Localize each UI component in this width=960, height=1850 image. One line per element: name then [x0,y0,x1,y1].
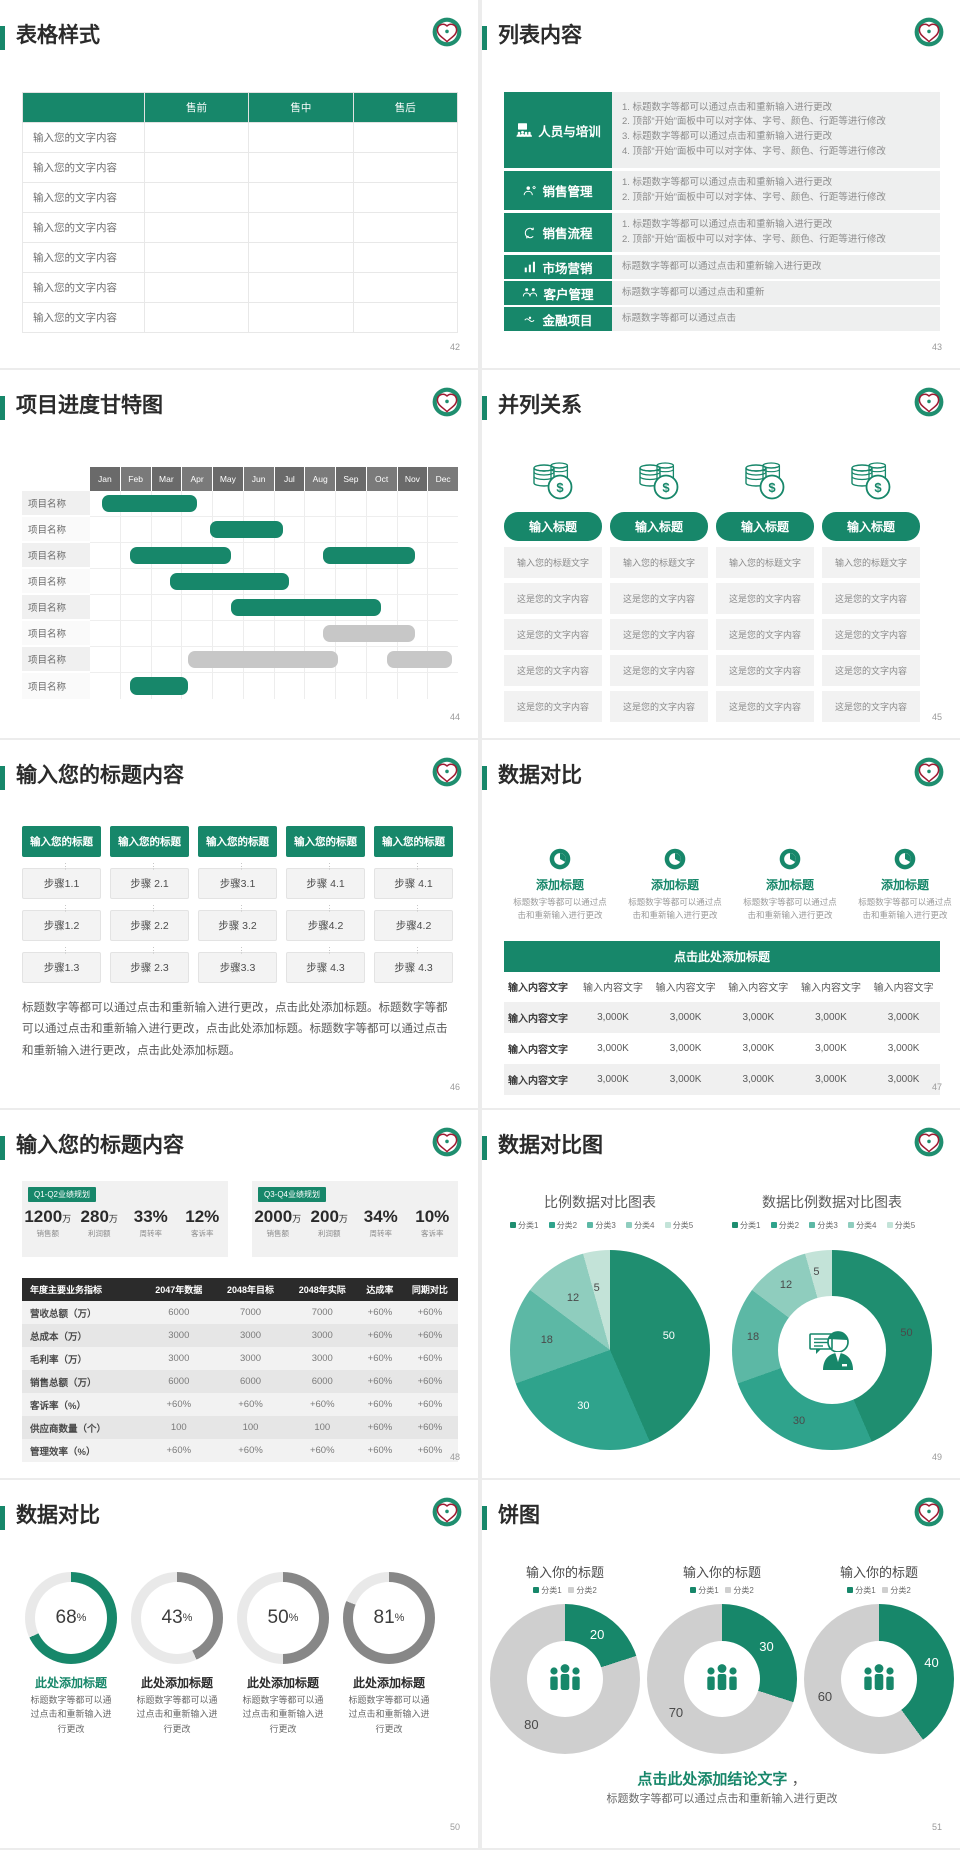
svg-text:$: $ [768,480,776,495]
svg-text:$: $ [874,480,882,495]
svg-text:$: $ [662,480,670,495]
svg-text:$: $ [556,480,564,495]
